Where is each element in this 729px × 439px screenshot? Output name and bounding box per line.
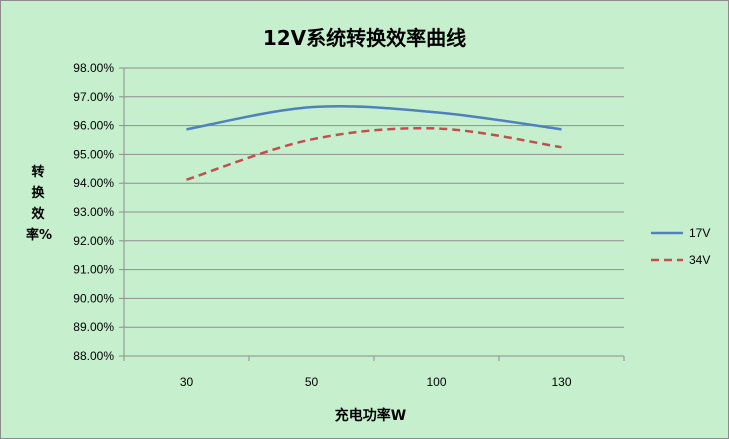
x-axis-label: 充电功率W [334,408,407,424]
series-line-34v [186,126,562,181]
x-tick-label: 50 [305,375,319,389]
legend-label-17v: 17V [689,226,710,240]
y-tick-label: 88.00% [73,349,114,363]
y-tick-label: 93.00% [73,205,114,219]
x-tick-label: 100 [426,375,446,389]
series-line-17v [186,105,562,131]
y-tick-label: 97.00% [73,90,114,104]
x-tick-label: 30 [180,375,194,389]
y-tick-label: 96.00% [73,119,114,133]
y-tick-label: 98.00% [73,61,114,75]
y-tick-label: 94.00% [73,176,114,190]
legend-label-34v: 34V [689,253,710,267]
y-tick-label: 95.00% [73,147,114,161]
y-tick-label: 89.00% [73,320,114,334]
y-tick-label: 90.00% [73,291,114,305]
y-tick-label: 91.00% [73,263,114,277]
chart-title: 12V系统转换效率曲线 [262,26,467,50]
x-tick-label: 130 [551,375,571,389]
y-tick-label: 92.00% [73,234,114,248]
y-axis-label: 转换效率% [26,165,53,243]
